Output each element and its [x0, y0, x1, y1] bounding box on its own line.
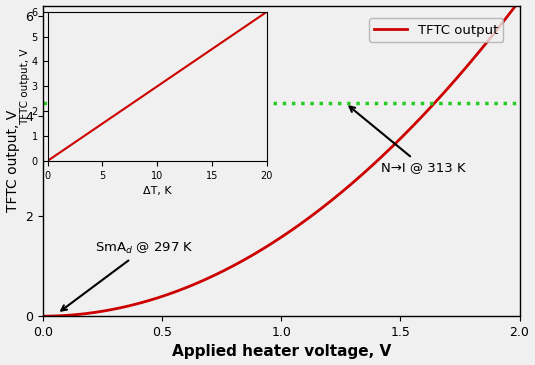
TFTC output [430, 102, 437, 106]
Text: N→I @ 313 K: N→I @ 313 K [349, 107, 466, 174]
Y-axis label: TFTC output, V: TFTC output, V [5, 110, 20, 212]
TFTC output [323, 202, 330, 207]
Text: SmA$_d$ @ 297 K: SmA$_d$ @ 297 K [61, 241, 194, 311]
TFTC output [505, 14, 511, 18]
TFTC output [516, 0, 523, 3]
TFTC output [297, 222, 304, 226]
TFTC output [40, 314, 46, 318]
TFTC output [269, 241, 276, 245]
X-axis label: Applied heater voltage, V: Applied heater voltage, V [172, 345, 391, 360]
TFTC output [266, 243, 272, 247]
Legend: TFTC output: TFTC output [369, 18, 503, 42]
Line: TFTC output: TFTC output [43, 0, 519, 316]
